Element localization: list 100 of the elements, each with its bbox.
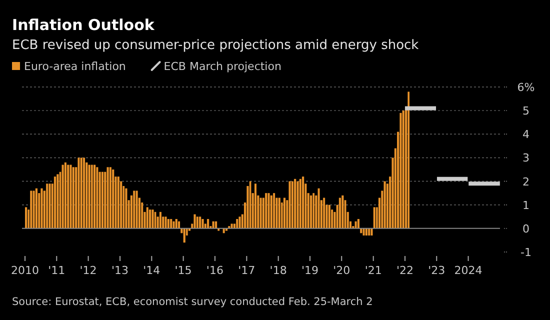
y-tick-label: 3 [522, 152, 530, 165]
y-tick-label: 6% [517, 81, 535, 94]
bar [265, 193, 268, 228]
y-tick-label: 5 [522, 104, 530, 118]
bar [402, 110, 404, 228]
bar [400, 112, 402, 228]
bar [133, 190, 136, 228]
bar [238, 216, 241, 228]
bar [40, 188, 43, 228]
y-tick-label: -1 [520, 246, 532, 259]
chart-subtitle: ECB revised up consumer-price projections amid energy shock [12, 38, 420, 53]
bar [354, 221, 357, 228]
chart-title: Inflation Outlook [12, 16, 156, 34]
bar [72, 167, 74, 228]
source-note: Source: Eurostat, ECB, economist survey conducted Feb. 25-March 2 [12, 296, 373, 308]
bar [260, 198, 262, 228]
bar [202, 219, 204, 228]
bar [48, 184, 51, 228]
bar [328, 204, 330, 228]
x-tick-label: 2010 [11, 264, 39, 277]
bar [64, 162, 66, 228]
bar [183, 228, 186, 243]
bar [338, 198, 342, 228]
bar [159, 212, 162, 228]
bar [35, 188, 38, 228]
x-tick-label: '16 [206, 264, 224, 277]
bar [194, 214, 196, 228]
bar [299, 178, 302, 228]
bar [206, 219, 210, 228]
bar [368, 228, 370, 236]
x-tick-label: '23 [428, 264, 446, 277]
bar [83, 158, 85, 228]
bar [56, 174, 59, 228]
legend-label: ECB March projection [164, 60, 282, 73]
x-tick-label: '15 [174, 264, 192, 277]
bar [236, 219, 238, 228]
bar [25, 207, 28, 228]
legend-label: Euro-area inflation [24, 60, 126, 73]
bar [136, 190, 138, 228]
bar [106, 167, 109, 228]
bar [125, 188, 128, 228]
bar [373, 207, 376, 228]
bar [117, 176, 120, 228]
bar [70, 164, 72, 228]
bar [146, 207, 148, 228]
bar [342, 195, 344, 228]
bar [46, 184, 48, 228]
x-tick-label: '13 [112, 264, 129, 277]
bar [172, 221, 175, 228]
bar [323, 198, 326, 228]
x-tick-label: '22 [396, 264, 414, 277]
bar [67, 164, 70, 228]
bar [152, 210, 154, 228]
x-tick-label: '14 [143, 264, 160, 277]
bar [384, 181, 386, 228]
bar [288, 181, 291, 228]
bar [170, 219, 172, 228]
bar [254, 184, 256, 228]
bar [93, 164, 96, 228]
bar [198, 216, 202, 228]
bar [268, 193, 270, 228]
bar [273, 193, 276, 228]
y-tick-label: 0 [522, 222, 530, 236]
bar [80, 158, 82, 228]
y-tick-label: 1 [522, 198, 530, 212]
bar [30, 190, 32, 228]
bar [270, 195, 272, 228]
bar [178, 221, 180, 228]
bar [294, 178, 296, 228]
bar [291, 181, 294, 228]
x-tick-label: '21 [364, 264, 382, 277]
x-tick-label: '19 [301, 264, 318, 277]
x-tick-label: '20 [333, 264, 350, 277]
bar [283, 198, 286, 228]
bar [196, 216, 198, 228]
bar [148, 210, 152, 228]
x-tick-label: 2024 [454, 264, 482, 277]
x-tick-label: '18 [270, 264, 287, 277]
bar [167, 219, 170, 228]
bar [318, 188, 320, 228]
bar [230, 224, 233, 228]
bar [78, 158, 80, 228]
bar [109, 167, 112, 228]
bar [54, 176, 56, 228]
bar [112, 170, 114, 228]
x-tick-label: '12 [80, 264, 97, 277]
x-tick-label: '11 [48, 264, 66, 277]
bar [302, 176, 304, 228]
bar [357, 219, 360, 228]
bar [164, 216, 167, 228]
bar [362, 228, 365, 236]
bar [88, 164, 90, 228]
bar [296, 181, 299, 228]
bar [62, 164, 64, 228]
bar [175, 219, 178, 228]
x-tick-label: '17 [238, 264, 256, 277]
bar [32, 190, 35, 228]
y-tick-label: 2 [522, 175, 530, 188]
bar [101, 172, 104, 228]
bar [310, 195, 312, 228]
